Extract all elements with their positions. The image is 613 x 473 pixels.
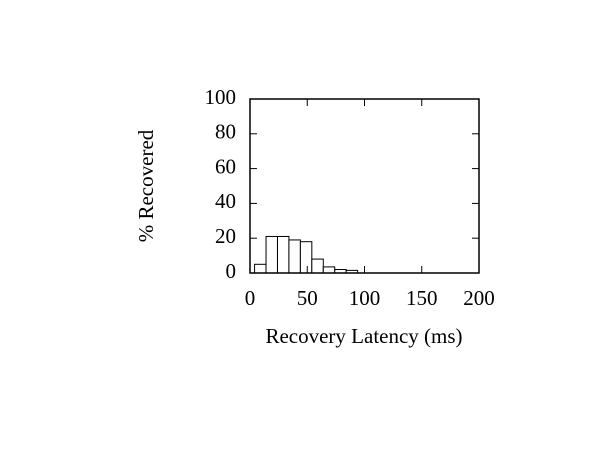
bar: [322, 266, 336, 274]
plot-frame: [249, 98, 480, 274]
bar: [288, 239, 301, 274]
x-tick-label: 100: [349, 286, 381, 310]
y-tick-label: 80: [215, 120, 236, 144]
bar: [276, 235, 290, 274]
y-tick-label: 0: [226, 259, 237, 283]
y-tick-label: 20: [215, 224, 236, 248]
bar: [254, 263, 267, 274]
y-tick-label: 100: [205, 85, 237, 109]
bar: [299, 241, 313, 274]
y-axis-label: % Recovered: [134, 129, 158, 242]
x-tick-label: 150: [406, 286, 438, 310]
x-tick-label: 0: [245, 286, 256, 310]
bar: [311, 258, 324, 274]
x-tick-label: 200: [463, 286, 495, 310]
y-tick-label: 40: [215, 189, 236, 213]
y-tick-label: 60: [215, 154, 236, 178]
x-tick-label: 50: [297, 286, 318, 310]
x-axis-label: Recovery Latency (ms): [265, 324, 462, 348]
bar: [265, 235, 278, 274]
